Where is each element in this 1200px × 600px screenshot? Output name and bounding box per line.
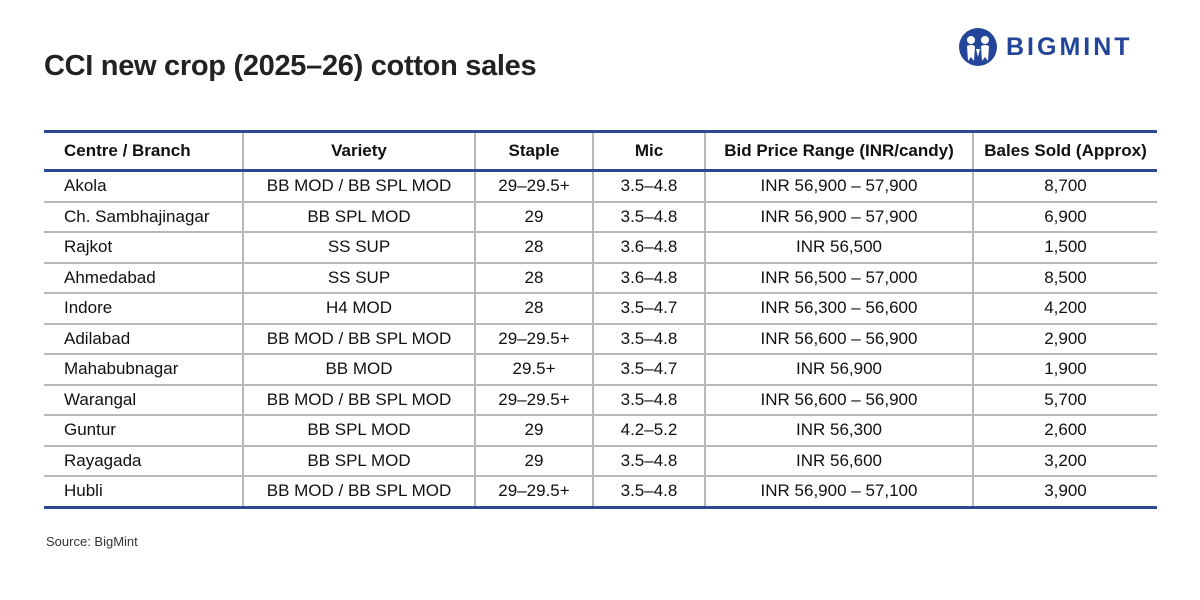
cell-variety: BB MOD / BB SPL MOD [242, 170, 475, 202]
cell-variety: BB SPL MOD [242, 414, 475, 446]
cell-bales-sold: 2,900 [972, 322, 1157, 354]
table-row: Warangal BB MOD / BB SPL MOD 29–29.5+ 3.… [44, 383, 1157, 415]
cell-staple: 29 [474, 414, 593, 446]
cell-centre: Warangal [44, 383, 243, 415]
cell-mic: 3.6–4.8 [592, 231, 705, 263]
bigmint-logo: BIGMINT [958, 27, 1133, 67]
cell-bales-sold: 8,700 [972, 170, 1157, 202]
cell-bid-price: INR 56,600 [704, 444, 973, 476]
bigmint-people-icon [959, 28, 997, 66]
cell-bales-sold: 4,200 [972, 292, 1157, 324]
cell-bales-sold: 1,500 [972, 231, 1157, 263]
table-row: Adilabad BB MOD / BB SPL MOD 29–29.5+ 3.… [44, 322, 1157, 354]
cell-staple: 29–29.5+ [474, 322, 593, 354]
cell-variety: H4 MOD [242, 292, 475, 324]
cell-bales-sold: 5,700 [972, 383, 1157, 415]
cell-bid-price: INR 56,600 – 56,900 [704, 383, 973, 415]
column-header-staple: Staple [474, 131, 593, 171]
cell-variety: BB MOD / BB SPL MOD [242, 475, 475, 507]
page-title: CCI new crop (2025–26) cotton sales [44, 50, 537, 82]
cell-centre: Akola [64, 176, 107, 196]
table-row: Ahmedabad SS SUP 28 3.6–4.8 INR 56,500 –… [44, 261, 1157, 293]
table-row: Hubli BB MOD / BB SPL MOD 29–29.5+ 3.5–4… [44, 475, 1157, 507]
column-header-mic: Mic [592, 131, 705, 171]
cell-bid-price: INR 56,600 – 56,900 [704, 322, 973, 354]
cell-bales-sold: 3,200 [972, 444, 1157, 476]
cell-staple: 29–29.5+ [474, 170, 593, 202]
cell-variety: BB SPL MOD [242, 200, 475, 232]
cell-mic: 3.5–4.8 [592, 475, 705, 507]
cell-variety: BB MOD [242, 353, 475, 385]
source-note: Source: BigMint [46, 534, 138, 549]
cell-bales-sold: 1,900 [972, 353, 1157, 385]
cell-centre: Adilabad [44, 322, 243, 354]
cell-variety: SS SUP [242, 231, 475, 263]
cell-bid-price: INR 56,900 – 57,100 [704, 475, 973, 507]
cell-mic: 3.5–4.7 [592, 292, 705, 324]
table-row: Mahabubnagar BB MOD 29.5+ 3.5–4.7 INR 56… [44, 353, 1157, 385]
cell-variety: BB SPL MOD [242, 444, 475, 476]
cell-staple: 28 [474, 261, 593, 293]
cell-bales-sold: 3,900 [972, 475, 1157, 507]
logo-text: BIGMINT [1006, 32, 1133, 61]
column-header-centre: Centre / Branch [64, 141, 191, 160]
cell-mic: 3.5–4.8 [592, 383, 705, 415]
cell-variety: SS SUP [242, 261, 475, 293]
cell-staple: 29.5+ [474, 353, 593, 385]
table-row: Indore H4 MOD 28 3.5–4.7 INR 56,300 – 56… [44, 292, 1157, 324]
cell-mic: 3.5–4.8 [592, 170, 705, 202]
table-row: Akola BB MOD / BB SPL MOD 29–29.5+ 3.5–4… [44, 170, 1157, 202]
cell-bid-price: INR 56,500 [704, 231, 973, 263]
cell-centre: Rajkot [44, 231, 243, 263]
cell-staple: 29 [474, 200, 593, 232]
cell-centre: Indore [44, 292, 243, 324]
cell-bid-price: INR 56,900 – 57,900 [704, 200, 973, 232]
column-header-bid-price: Bid Price Range (INR/candy) [704, 131, 973, 171]
table-row: Guntur BB SPL MOD 29 4.2–5.2 INR 56,300 … [44, 414, 1157, 446]
table-row: Rajkot SS SUP 28 3.6–4.8 INR 56,500 1,50… [44, 231, 1157, 263]
cell-staple: 28 [474, 231, 593, 263]
cell-variety: BB MOD / BB SPL MOD [242, 383, 475, 415]
cell-staple: 29–29.5+ [474, 475, 593, 507]
cell-bid-price: INR 56,900 – 57,900 [704, 170, 973, 202]
cell-variety: BB MOD / BB SPL MOD [242, 322, 475, 354]
cell-centre: Rayagada [44, 444, 243, 476]
cell-staple: 29 [474, 444, 593, 476]
cell-bales-sold: 6,900 [972, 200, 1157, 232]
cell-mic: 3.5–4.7 [592, 353, 705, 385]
cotton-sales-table: Centre / Branch Variety Staple Mic Bid P… [44, 130, 1157, 509]
cell-centre: Ch. Sambhajinagar [44, 200, 243, 232]
cell-staple: 29–29.5+ [474, 383, 593, 415]
column-header-variety: Variety [242, 131, 475, 171]
table-row: Ch. Sambhajinagar BB SPL MOD 29 3.5–4.8 … [44, 200, 1157, 232]
cell-bid-price: INR 56,300 [704, 414, 973, 446]
cell-centre: Ahmedabad [44, 261, 243, 293]
cell-mic: 3.5–4.8 [592, 444, 705, 476]
cell-bid-price: INR 56,500 – 57,000 [704, 261, 973, 293]
cell-bid-price: INR 56,900 [704, 353, 973, 385]
cell-staple: 28 [474, 292, 593, 324]
cell-bales-sold: 8,500 [972, 261, 1157, 293]
cell-centre: Guntur [44, 414, 243, 446]
cell-mic: 3.6–4.8 [592, 261, 705, 293]
cell-mic: 3.5–4.8 [592, 200, 705, 232]
cell-centre: Hubli [44, 475, 243, 507]
cell-mic: 4.2–5.2 [592, 414, 705, 446]
table-header-row: Centre / Branch Variety Staple Mic Bid P… [44, 131, 1157, 171]
column-header-bales-sold: Bales Sold (Approx) [972, 131, 1157, 171]
cell-bales-sold: 2,600 [972, 414, 1157, 446]
cell-bid-price: INR 56,300 – 56,600 [704, 292, 973, 324]
cell-mic: 3.5–4.8 [592, 322, 705, 354]
table-row: Rayagada BB SPL MOD 29 3.5–4.8 INR 56,60… [44, 444, 1157, 476]
cell-centre: Mahabubnagar [44, 353, 243, 385]
